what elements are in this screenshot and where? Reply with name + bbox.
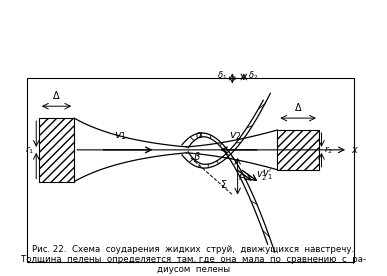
Text: x: x	[351, 145, 357, 155]
Text: $\Delta$: $\Delta$	[52, 89, 61, 101]
Text: Рис. 22.  Схема  соударения  жидких  струй,  движущихся  навстречу.: Рис. 22. Схема соударения жидких струй, …	[33, 245, 354, 254]
Bar	[277, 130, 319, 170]
Text: $r_2$: $r_2$	[324, 144, 333, 156]
Text: $v_2^{\prime}$: $v_2^{\prime}$	[256, 169, 267, 184]
Text: $\Sigma$: $\Sigma$	[220, 177, 228, 190]
Text: $\Delta$: $\Delta$	[294, 101, 302, 113]
Text: $v_1^{\prime}$: $v_1^{\prime}$	[262, 167, 273, 182]
Bar	[27, 78, 354, 262]
Text: $v_1$: $v_1$	[114, 130, 127, 142]
Text: $\delta_1$: $\delta_1$	[217, 69, 227, 82]
Text: Толщина  пелены  определяется  там, где  она  мала  по  сравнению  с  ра-: Толщина пелены определяется там, где она…	[21, 255, 366, 264]
Text: $\beta$: $\beta$	[194, 150, 201, 164]
Text: $\alpha$: $\alpha$	[195, 130, 204, 140]
Text: $r_1$: $r_1$	[24, 144, 34, 156]
Text: r: r	[239, 172, 243, 182]
Text: $v_2$: $v_2$	[229, 130, 241, 142]
Text: $\delta_2$: $\delta_2$	[248, 69, 259, 82]
Text: диусом  пелены: диусом пелены	[157, 265, 230, 274]
Bar	[39, 118, 74, 182]
